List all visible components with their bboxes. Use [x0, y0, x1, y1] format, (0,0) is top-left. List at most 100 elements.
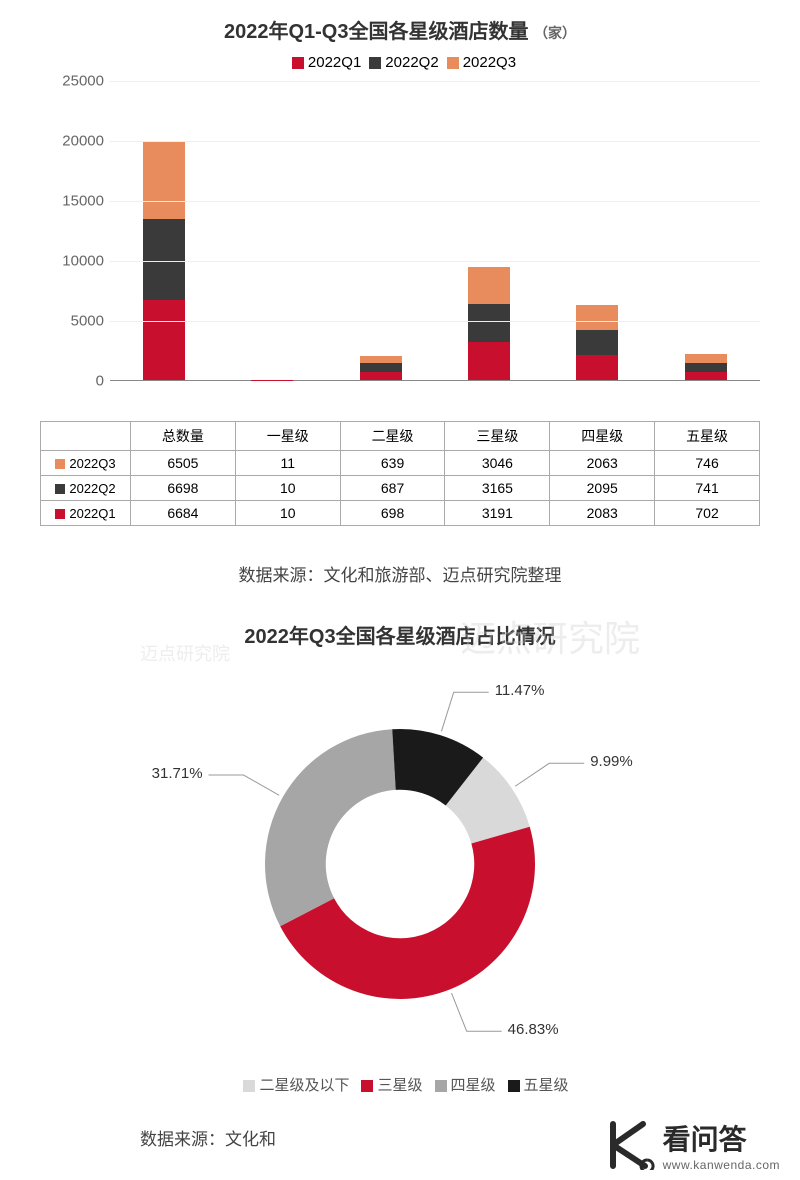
- bar-segment: [468, 304, 510, 342]
- row-swatch: [55, 459, 65, 469]
- table-cell: 3046: [445, 451, 550, 476]
- bar-segment: [360, 372, 402, 380]
- table-col-header: 四星级: [550, 422, 655, 451]
- bar-slot: [218, 81, 326, 380]
- bar-slot: [435, 81, 543, 380]
- table-cell: 6684: [131, 501, 236, 526]
- footer-brand-name: 看问答: [663, 1118, 780, 1158]
- table-row-header: 2022Q2: [41, 476, 131, 501]
- chart1-legend: 2022Q1 2022Q2 2022Q3: [40, 54, 760, 71]
- table-cell: 3191: [445, 501, 550, 526]
- legend-label: 四星级: [451, 1077, 496, 1094]
- bar-segment: [360, 363, 402, 371]
- legend-swatch: [243, 1080, 255, 1092]
- table-cell: 11: [235, 451, 340, 476]
- bar-slot: [110, 81, 218, 380]
- table-cell: 2095: [550, 476, 655, 501]
- table-cell: 741: [655, 476, 760, 501]
- bar-segment: [143, 300, 185, 380]
- chart1-title: 2022年Q1-Q3全国各星级酒店数量 （家）: [40, 15, 760, 44]
- legend-label: 2022Q2: [385, 54, 438, 71]
- y-tick: 15000: [62, 193, 104, 210]
- plot-area: [110, 81, 760, 381]
- bar-segment: [360, 356, 402, 364]
- bar-segment: [576, 305, 618, 330]
- table-col-header: 总数量: [131, 422, 236, 451]
- bar-segment: [576, 330, 618, 355]
- table-col-header: 五星级: [655, 422, 760, 451]
- chart1-data-table: 总数量一星级二星级三星级四星级五星级 2022Q3 6505116393046206…: [40, 421, 760, 526]
- legend-label: 2022Q1: [308, 54, 361, 71]
- bar-slot: [543, 81, 651, 380]
- table-col-header: 三星级: [445, 422, 550, 451]
- row-label: 2022Q3: [69, 456, 115, 471]
- table-corner: [41, 422, 131, 451]
- bar-segment: [685, 363, 727, 372]
- donut-wrap: 9.99% 46.83% 31.71% 11.47%: [40, 664, 760, 1064]
- y-tick: 20000: [62, 133, 104, 150]
- bar-segment: [576, 355, 618, 380]
- table-cell: 702: [655, 501, 760, 526]
- grid-line: [110, 261, 760, 262]
- bar-segment: [685, 372, 727, 380]
- table-cell: 3165: [445, 476, 550, 501]
- legend-swatch: [361, 1080, 373, 1092]
- bar-segment: [468, 267, 510, 304]
- stacked-bar: [685, 354, 727, 380]
- row-swatch: [55, 509, 65, 519]
- row-label: 2022Q1: [69, 506, 115, 521]
- table-row-header: 2022Q3: [41, 451, 131, 476]
- chart2-legend: 二星级及以下三星级四星级五星级: [40, 1074, 760, 1095]
- table-col-header: 二星级: [340, 422, 445, 451]
- table-row-header: 2022Q1: [41, 501, 131, 526]
- bar-segment: [143, 219, 185, 299]
- chart1-plot: 0500010000150002000025000: [40, 81, 760, 421]
- grid-line: [110, 321, 760, 322]
- bar-chart-region: 2022年Q1-Q3全国各星级酒店数量 （家） 2022Q12022Q22022…: [40, 15, 760, 586]
- row-swatch: [55, 484, 65, 494]
- chart1-unit: （家）: [534, 25, 576, 41]
- stacked-bar: [576, 305, 618, 380]
- table-cell: 2083: [550, 501, 655, 526]
- table-cell: 639: [340, 451, 445, 476]
- grid-line: [110, 141, 760, 142]
- y-tick: 5000: [71, 313, 104, 330]
- donut-label: 46.83%: [508, 1021, 559, 1038]
- footer-brand: 看问答 www.kanwenda.com: [605, 1118, 780, 1172]
- bar-segment: [143, 141, 185, 219]
- donut-label: 31.71%: [152, 765, 203, 782]
- chart2-title: 2022年Q3全国各星级酒店占比情况: [40, 620, 760, 649]
- donut-slice: [265, 729, 396, 926]
- table-cell: 698: [340, 501, 445, 526]
- table-cell: 10: [235, 501, 340, 526]
- footer-brand-url: www.kanwenda.com: [663, 1158, 780, 1172]
- donut-label: 11.47%: [495, 682, 545, 699]
- stacked-bar: [360, 356, 402, 380]
- legend-label: 五星级: [524, 1077, 569, 1094]
- legend-swatch: [508, 1080, 520, 1092]
- row-label: 2022Q2: [69, 481, 115, 496]
- y-axis: 0500010000150002000025000: [40, 81, 110, 381]
- legend-label: 二星级及以下: [259, 1077, 349, 1094]
- y-tick: 0: [96, 373, 104, 390]
- table-cell: 746: [655, 451, 760, 476]
- footer-logo-icon: [605, 1120, 655, 1170]
- table-cell: 6505: [131, 451, 236, 476]
- bar-segment: [468, 342, 510, 380]
- table-col-header: 一星级: [235, 422, 340, 451]
- y-tick: 25000: [62, 73, 104, 90]
- legend-swatch: [435, 1080, 447, 1092]
- donut-svg: [250, 714, 550, 1014]
- grid-line: [110, 201, 760, 202]
- table-cell: 10: [235, 476, 340, 501]
- donut-label: 9.99%: [590, 753, 633, 770]
- legend-label: 2022Q3: [463, 54, 516, 71]
- table-cell: 6698: [131, 476, 236, 501]
- bar-segment: [685, 354, 727, 363]
- donut-chart-region: 迈点研究院 迈点研究院 2022年Q3全国各星级酒店占比情况 9.99%46.8…: [40, 620, 760, 1150]
- bar-slot: [327, 81, 435, 380]
- stacked-bar: [468, 267, 510, 380]
- bar-slot: [652, 81, 760, 380]
- table-cell: 2063: [550, 451, 655, 476]
- chart1-title-text: 2022年Q1-Q3全国各星级酒店数量: [224, 21, 529, 43]
